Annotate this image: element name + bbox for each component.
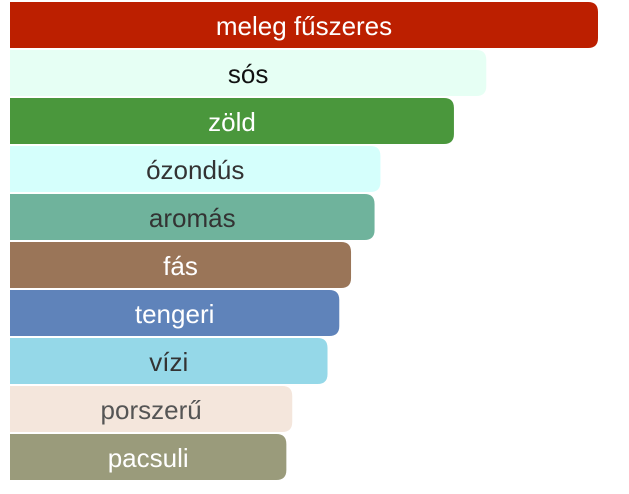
bar xyxy=(10,50,487,96)
bar xyxy=(10,338,328,384)
bar xyxy=(10,386,293,432)
bar-label: vízi xyxy=(149,347,188,377)
bar xyxy=(10,290,340,336)
bar xyxy=(10,146,381,192)
bar-label: sós xyxy=(228,59,268,89)
bar-label: fás xyxy=(163,251,198,281)
bar-label: meleg fűszeres xyxy=(216,11,392,41)
bar-label: tengeri xyxy=(135,299,215,329)
bar-label: ózondús xyxy=(146,155,244,185)
bar xyxy=(10,2,598,48)
bar-label: porszerű xyxy=(101,395,202,425)
bar xyxy=(10,194,375,240)
bar xyxy=(10,242,352,288)
bar-label: aromás xyxy=(149,203,236,233)
bar xyxy=(10,98,454,144)
bar-label: pacsuli xyxy=(108,443,189,473)
bar-label: zöld xyxy=(208,107,256,137)
bar xyxy=(10,434,287,480)
